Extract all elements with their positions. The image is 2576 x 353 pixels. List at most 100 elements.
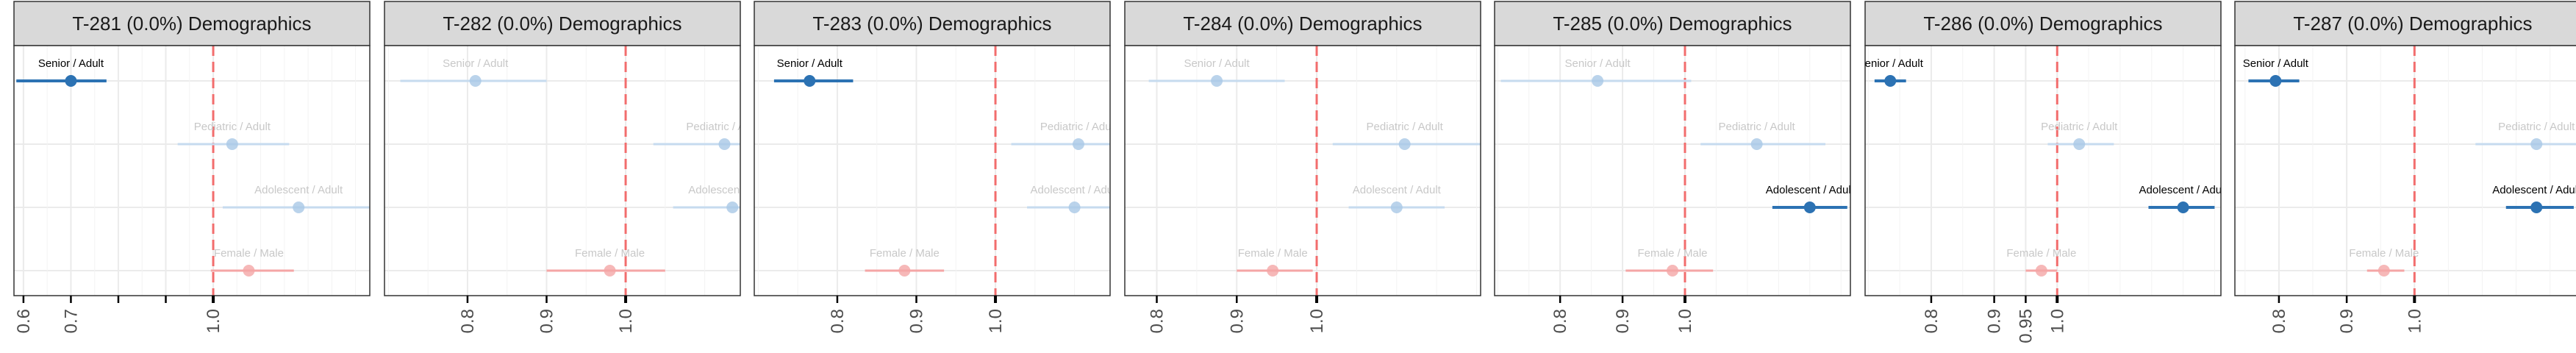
tick-label: 0.9: [906, 309, 926, 333]
panel-border: [1124, 45, 1481, 296]
point-estimate: [1803, 202, 1816, 213]
plot-area: [754, 46, 1110, 296]
point-label: Pediatric / Adult: [1367, 121, 1444, 133]
panel-strip: [1124, 1, 1481, 46]
point-label: Adolescent / Adult: [2492, 184, 2576, 196]
panel-6: T-286 (0.0%) Demographics Senior / Adult P…: [1864, 1, 2222, 343]
plot-contents: Senior / Adult Pediatric / Adult Adolescen…: [384, 46, 763, 296]
tick-label: 1.0: [616, 309, 636, 333]
point-label: Senior / Adult: [777, 57, 843, 70]
point-label: Female / Male: [214, 247, 284, 260]
panel-strip: [754, 1, 1111, 46]
plot-contents: Senior / Adult Pediatric / Adult Adolescen…: [1495, 46, 1855, 296]
tick-label: 0.7: [61, 309, 81, 333]
tick-label: 1.0: [1675, 309, 1695, 333]
point-estimate: [1592, 75, 1604, 87]
point-label: Senior / Adult: [1564, 57, 1631, 70]
point-label: Adolescent / Adult: [1766, 184, 1855, 196]
point-label: Senior / Adult: [38, 57, 104, 70]
panel-border: [754, 45, 1111, 296]
point-label: Senior / Adult: [1184, 57, 1250, 70]
panel-title: T-281 (0.0%) Demographics: [72, 13, 311, 35]
point-estimate: [2177, 202, 2189, 213]
tick-label: 0.9: [1985, 309, 2005, 333]
tick-label: 0.9: [537, 309, 557, 333]
point-estimate: [1750, 138, 1763, 150]
point-label: Adolescent / Adult: [1353, 184, 1442, 196]
point-estimate: [2073, 138, 2086, 150]
plot-area: [1125, 46, 1481, 296]
tick-label: 0.9: [1613, 309, 1633, 333]
panel-strip: [1864, 1, 2222, 46]
panel-5: T-285 (0.0%) Demographics Senior / Adult P…: [1494, 1, 1855, 333]
point-estimate: [469, 75, 482, 87]
tick-label: 0.8: [1148, 309, 1167, 333]
point-estimate: [604, 265, 616, 277]
panel-title: T-285 (0.0%) Demographics: [1553, 13, 1792, 35]
point-estimate: [1267, 265, 1279, 277]
point-estimate: [1072, 138, 1084, 150]
point-estimate: [1211, 75, 1223, 87]
point-estimate: [226, 138, 238, 150]
point-label: Pediatric / Adult: [2498, 121, 2575, 133]
panel-border: [1864, 45, 2222, 296]
point-estimate: [898, 265, 911, 277]
plot-contents: Senior / Adult Pediatric / Adult Adolescen…: [754, 46, 1120, 296]
point-label: Adolescent / Adult: [254, 184, 343, 196]
plot-area: [2235, 46, 2576, 296]
point-estimate: [1884, 75, 1897, 87]
panel-border: [1494, 45, 1851, 296]
point-label: Senior / Adult: [2243, 57, 2309, 70]
tick-label: 1.0: [1307, 309, 1327, 333]
plot-area: [1865, 46, 2221, 296]
point-estimate: [243, 265, 255, 277]
panel-title: T-284 (0.0%) Demographics: [1183, 13, 1422, 35]
point-label: Pediatric / Adult: [2041, 121, 2118, 133]
plot-contents: Senior / Adult Pediatric / Adult Adolescen…: [1865, 46, 2221, 296]
panel-border: [13, 45, 371, 296]
panel-title: T-287 (0.0%) Demographics: [2293, 13, 2532, 35]
point-estimate: [1667, 265, 1678, 277]
tick-label: 0.9: [2337, 309, 2357, 333]
point-estimate: [65, 75, 77, 87]
panel-3: T-283 (0.0%) Demographics Senior / Adult P…: [754, 1, 1120, 333]
panel-title: T-286 (0.0%) Demographics: [1923, 13, 2162, 35]
panel-border: [384, 45, 741, 296]
tick-label: 1.0: [204, 309, 223, 333]
tick-label: 0.8: [1922, 309, 1942, 333]
panel-2: T-282 (0.0%) Demographics Senior / Adult P…: [384, 1, 763, 333]
point-estimate: [2035, 265, 2047, 277]
plot-area: [1495, 46, 1850, 296]
point-label: Senior / Adult: [443, 57, 509, 70]
point-label: Female / Male: [870, 247, 940, 260]
point-estimate: [726, 202, 739, 213]
point-estimate: [2378, 265, 2390, 277]
point-label: Adolescent / Adult: [1031, 184, 1120, 196]
tick-label: 0.8: [458, 309, 478, 333]
plot-contents: Senior / Adult Pediatric / Adult Adolescen…: [14, 46, 370, 296]
point-label: Pediatric / Adult: [1719, 121, 1796, 133]
point-label: Female / Male: [1238, 247, 1308, 260]
panel-strip: [13, 1, 371, 46]
panel-1: T-281 (0.0%) Demographics Senior / Adult P…: [13, 1, 371, 333]
panel-title: T-282 (0.0%) Demographics: [443, 13, 681, 35]
panel-7: T-287 (0.0%) Demographics Senior / Adult P…: [2234, 1, 2576, 333]
point-estimate: [293, 202, 305, 213]
tick-label: 0.8: [1550, 309, 1570, 333]
point-label: Pediatric / Adult: [194, 121, 271, 133]
tick-label: 0.8: [828, 309, 848, 333]
point-label: Pediatric / Adult: [1040, 121, 1117, 133]
point-label: Female / Male: [2349, 247, 2419, 260]
panel-border: [2234, 45, 2576, 296]
point-label: Pediatric / Adult: [686, 121, 763, 133]
tick-label: 0.9: [1227, 309, 1247, 333]
point-label: Female / Male: [575, 247, 645, 260]
point-label: Female / Male: [1637, 247, 1707, 260]
plot-contents: Senior / Adult Pediatric / Adult Adolescen…: [1125, 46, 1481, 296]
point-label: Female / Male: [2006, 247, 2076, 260]
tick-label: 0.6: [14, 309, 34, 333]
point-estimate: [1398, 138, 1411, 150]
plot-area: [14, 46, 370, 296]
